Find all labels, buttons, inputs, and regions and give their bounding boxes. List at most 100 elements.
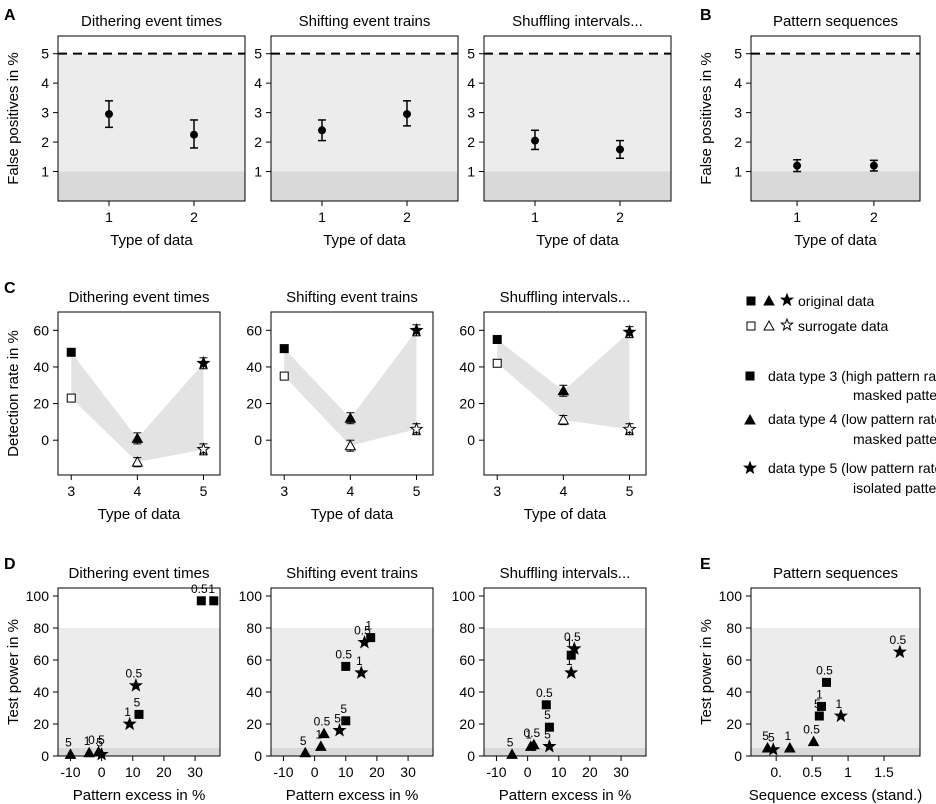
detection-band [71,352,204,463]
y-tick-label: 3 [734,105,742,121]
x-axis-label: Type of data [524,506,607,523]
point-label: 0.5 [126,667,143,681]
y-tick-label: 1 [734,164,742,180]
y-tick-label: 5 [41,46,49,62]
data-point [403,110,411,119]
x-tick-label: 3 [280,483,288,499]
x-tick-label: 2 [190,209,198,225]
y-tick-label: 20 [33,396,49,412]
chart-a1: Dithering event times 1 2 3 4 5 1 2 Type of data… [5,13,246,249]
x-tick-label: 1 [844,764,852,780]
y-tick-label: 40 [459,684,475,700]
chart-title: Shuffling intervals... [512,13,643,30]
point-label: 0.5 [536,686,553,700]
x-axis-label: Type of data [323,232,406,249]
shaded-region [271,171,458,201]
point-label: 1 [316,727,323,741]
y-tick-label: 100 [719,588,743,604]
point-label: 5 [96,735,103,749]
data-point [190,130,198,139]
chart-title: Pattern sequences [773,13,898,30]
legend-type-markers [742,371,758,475]
y-tick-label: 60 [246,652,262,668]
surrogate-triangle-point [557,414,570,425]
y-tick-label: 2 [467,134,475,150]
point-label: 0.5 [803,723,820,737]
surrogate-triangle-point [131,456,144,467]
triangle-point [527,738,540,750]
legend-original-label: original data [798,293,874,309]
plot-frame [57,587,221,757]
chart-d2: Shifting event trains 0 20 40 60 80 100 -10 0 10 2… [239,565,434,804]
y-tick-label: 0 [734,748,742,764]
y-tick-label: 20 [459,396,475,412]
panel-letter-e: E [700,556,711,573]
y-tick-label: 0 [41,748,49,764]
data-point [531,136,539,145]
y-tick-label: 60 [246,322,262,338]
chart-title: Pattern sequences [773,565,898,582]
point-label: 1 [566,654,573,668]
square-point [209,596,219,606]
shaded-region [271,628,433,748]
point-label: 1 [84,734,91,748]
y-tick-label: 100 [26,588,50,604]
square-point [541,700,551,710]
y-axis-label: Test power in % [698,619,715,725]
square-point [544,722,554,732]
x-tick-label: 3 [67,483,75,499]
y-tick-label: 40 [726,684,742,700]
y-tick-label: 60 [459,652,475,668]
star-point [567,641,582,655]
shaded-region [271,748,433,756]
y-tick-label: 20 [246,716,262,732]
triangle-point [314,740,327,751]
point-label: 1 [836,697,843,711]
original-triangle-point [131,432,144,443]
y-tick-label: 20 [459,716,475,732]
y-tick-label: 0 [254,748,262,764]
square-point [196,596,206,606]
y-tick-label: 1 [467,164,475,180]
plot-frame [270,35,459,202]
triangle-point [83,746,96,758]
star-point [833,708,848,723]
y-tick-label: 1 [254,164,262,180]
chart-title: Shifting event trains [286,289,418,306]
legend-triangle-filled [763,294,775,306]
original-star-point [622,324,637,339]
chart-c3: Shuffling intervals... 0 20 40 60 3 4 5 Type of … [459,289,647,523]
surrogate-square-point [492,358,502,368]
star-point [354,665,369,679]
triangle-point [506,748,518,759]
y-tick-label: 80 [246,620,262,636]
panel-letters: A B C D E [4,7,712,573]
shaded-region [58,748,220,756]
y-tick-label: 3 [467,105,475,121]
x-tick-label: 10 [551,764,567,780]
y-tick-label: 20 [33,716,49,732]
point-label: 1 [816,687,823,701]
shaded-region [484,628,646,748]
x-tick-label: 0 [311,764,319,780]
original-star-point [409,322,424,337]
shaded-region [484,171,671,201]
y-tick-label: 3 [254,105,262,121]
square-point [822,677,832,687]
square-point [816,701,826,711]
y-tick-label: 40 [246,684,262,700]
chart-title: Dithering event times [81,13,222,30]
surrogate-square-point [66,393,76,403]
x-tick-label: 1.5 [874,764,894,780]
x-tick-label: 4 [559,483,567,499]
x-tick-label: -10 [273,764,293,780]
legend-type5-label-line2: isolated pattern) [853,480,936,496]
point-label: 1 [525,727,532,741]
point-label: 0.5 [564,630,581,644]
square-point [366,633,376,643]
original-star-point [196,355,211,370]
point-label: 5 [544,727,551,741]
triangle-point [318,727,330,739]
point-label: 5 [507,735,514,749]
chart-d1: Dithering event times 0 20 40 60 80 100 -10 0 10 2… [5,565,221,804]
